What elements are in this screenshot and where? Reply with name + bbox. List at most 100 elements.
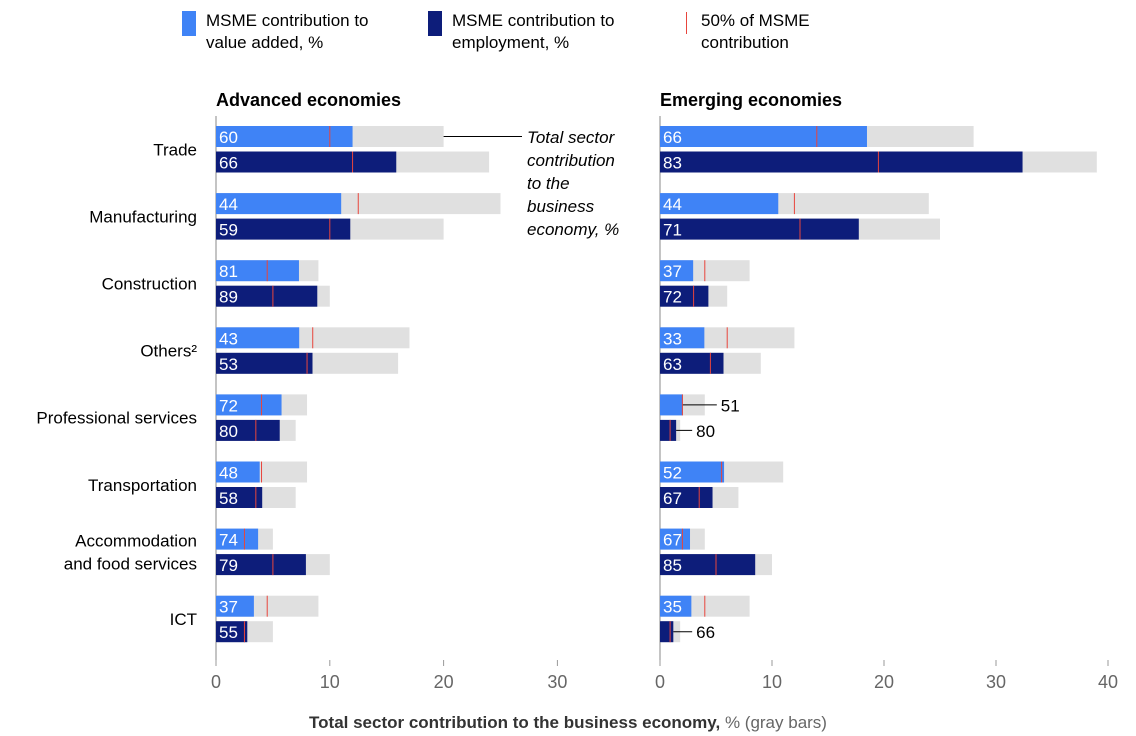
category-label-line: ICT [170,610,197,629]
emerging-economies-construction-value-added-msme-bar [660,260,694,282]
advanced-economies-trade-employment-value-label: 66 [219,154,238,173]
emerging-economies-construction-value-added-value-label: 37 [663,262,682,281]
emerging-economies-professional-services-value-added-value-label: 51 [721,396,740,415]
x-axis-title-rest: % (gray bars) [720,713,827,732]
advanced-economies-tick-label-10: 10 [320,672,340,692]
emerging-economies-trade-employment-msme-bar [660,151,1023,173]
legend-value-added: MSME contribution to value added, % [182,10,406,54]
annotation-total-sector: Total sector contribution to the business ec… [527,128,619,239]
advanced-economies-ict-employment-value-label: 55 [219,623,238,642]
emerging-economies-trade-value-added-value-label: 66 [663,128,682,147]
emerging-economies-ict-value-added-msme-bar [660,595,692,617]
emerging-economies-manufacturing-employment-msme-bar [660,218,859,240]
emerging-economies-ict-value-added-value-label: 35 [663,598,682,617]
advanced-economies-tick-label-30: 30 [547,672,567,692]
advanced-economies-accommodation-and-food-services-employment-msme-bar [216,554,306,576]
emerging-economies-tick-label-0: 0 [655,672,665,692]
advanced-economies-transportation-value-added-msme-bar [216,461,260,483]
advanced-economies-trade-value-added-msme-bar [216,126,353,147]
advanced-economies-transportation-employment-msme-bar [216,487,263,508]
x-axis-title-bold: Total sector contribution to the busines… [309,713,720,732]
legend-employment: MSME contribution to employment, % [428,10,652,54]
emerging-economies-transportation-value-added-msme-bar [660,461,725,483]
advanced-economies-ict-value-added-msme-bar [216,595,254,617]
category-label-others: Others² [140,342,197,361]
advanced-economies-construction-employment-msme-bar [216,285,318,307]
emerging-economies-tick-label-20: 20 [874,672,894,692]
emerging-economies-ict-employment-msme-bar [660,621,674,643]
advanced-economies-ict-value-added-value-label: 37 [219,598,238,617]
advanced-economies-others-employment-value-label: 53 [219,355,238,374]
category-label-trade: Trade [153,140,197,159]
advanced-economies-title: Advanced economies [216,90,401,110]
emerging-economies-professional-services-employment-value-label: 80 [696,422,715,441]
category-label-transportation: Transportation [88,476,197,495]
emerging-economies-accommodation-and-food-services-employment-value-label: 85 [663,556,682,575]
advanced-economies-professional-services-value-added-value-label: 72 [219,396,238,415]
advanced-economies-others-value-added-value-label: 43 [219,329,238,348]
emerging-economies-others-value-added-value-label: 33 [663,329,682,348]
emerging-economies-manufacturing-value-added-value-label: 44 [663,195,682,214]
legend-label-half-marker: 50% of MSME contribution [701,11,810,52]
advanced-economies-manufacturing-value-added-msme-bar [216,193,342,215]
x-axis-title: Total sector contribution to the busines… [309,713,827,732]
annotation-line: contribution [527,151,615,170]
advanced-economies-transportation-value-added-value-label: 48 [219,464,238,483]
annotation-line: Total sector [527,128,616,147]
category-label-line: Professional services [36,409,197,428]
emerging-economies-construction-employment-msme-bar [660,285,709,307]
annotation-line: business [527,197,595,216]
emerging-economies-tick-label-30: 30 [986,672,1006,692]
emerging-economies-others-value-added-msme-bar [660,327,705,349]
legend-swatch-value-added [182,11,196,36]
advanced-economies-others-value-added-msme-bar [216,327,300,349]
advanced-economies-accommodation-and-food-services-employment-value-label: 79 [219,556,238,575]
category-label-accommodation-and-food-services: Accommodation and food services [64,531,197,573]
legend-half-marker: 50% of MSME contribution [680,10,851,54]
advanced-economies-transportation-employment-value-label: 58 [219,489,238,508]
advanced-economies-professional-services-employment-msme-bar [216,419,280,441]
category-label-construction: Construction [102,274,197,293]
category-label-line: Accommodation [75,531,197,550]
advanced-economies-accommodation-and-food-services-value-added-msme-bar [216,528,259,550]
emerging-economies-professional-services-employment-msme-bar [660,419,677,441]
emerging-economies-professional-services-value-added-msme-bar [660,394,683,416]
advanced-economies-trade-value-added-value-label: 60 [219,128,238,147]
category-label-line: and food services [64,554,197,573]
advanced-economies-manufacturing-employment-value-label: 59 [219,221,238,240]
legend-swatch-half-marker [686,12,687,34]
advanced-economies-ict-employment-msme-bar [216,621,248,643]
advanced-economies-tick-label-20: 20 [434,672,454,692]
category-label-line: Trade [153,140,197,159]
emerging-economies-trade-value-added-msme-bar [660,126,867,147]
legend-label-value-added: MSME contribution to value added, % [206,11,369,52]
legend-label-employment: MSME contribution to employment, % [452,11,615,52]
advanced-economies-others-employment-msme-bar [216,352,313,374]
annotation-line: economy, % [527,220,619,239]
emerging-economies-others-employment-value-label: 63 [663,355,682,374]
advanced-economies-manufacturing-employment-msme-bar [216,218,351,240]
emerging-economies-construction-employment-value-label: 72 [663,288,682,307]
emerging-economies-title: Emerging economies [660,90,842,110]
category-label-line: Construction [102,274,197,293]
annotation-line: to the [527,174,570,193]
emerging-economies-accommodation-and-food-services-employment-msme-bar [660,554,756,576]
emerging-economies-ict-employment-value-label: 66 [696,623,715,642]
category-label-line: Manufacturing [89,207,197,226]
emerging-economies-manufacturing-value-added-msme-bar [660,193,779,215]
advanced-economies-construction-value-added-value-label: 81 [219,262,238,281]
advanced-economies-professional-services-employment-value-label: 80 [219,422,238,441]
category-label-ict: ICT [170,610,197,629]
advanced-economies-construction-employment-value-label: 89 [219,288,238,307]
category-label-manufacturing: Manufacturing [89,207,197,226]
emerging-economies-tick-label-40: 40 [1098,672,1118,692]
emerging-economies-tick-label-10: 10 [762,672,782,692]
advanced-economies-trade-employment-msme-bar [216,151,397,173]
emerging-economies-transportation-value-added-value-label: 52 [663,464,682,483]
legend-swatch-employment [428,11,442,36]
category-label-line: Transportation [88,476,197,495]
emerging-economies-trade-employment-value-label: 83 [663,154,682,173]
advanced-economies-tick-label-0: 0 [211,672,221,692]
advanced-economies-accommodation-and-food-services-value-added-value-label: 74 [219,531,238,550]
